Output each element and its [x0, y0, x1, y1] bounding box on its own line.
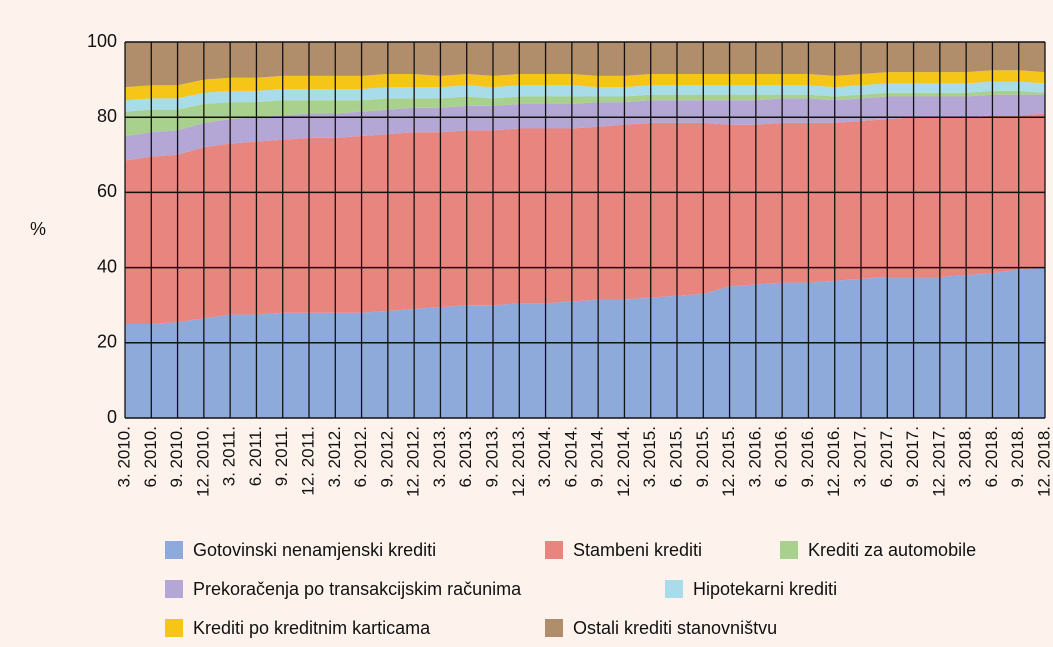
- area: [125, 113, 1045, 324]
- x-tick-label: 6. 2016.: [772, 426, 791, 487]
- y-axis-label: %: [30, 219, 46, 239]
- x-tick-label: 9. 2018.: [1008, 426, 1027, 487]
- legend-label: Prekoračenja po transakcijskim računima: [193, 579, 522, 599]
- x-tick-label: 3. 2018.: [956, 426, 975, 487]
- legend-label: Krediti po kreditnim karticama: [193, 618, 431, 638]
- x-tick-label: 6. 2014.: [561, 426, 580, 487]
- legend-label: Stambeni krediti: [573, 540, 702, 560]
- x-tick-label: 9. 2015.: [693, 426, 712, 487]
- y-tick-label: 80: [97, 106, 117, 126]
- x-tick-label: 9. 2017.: [903, 426, 922, 487]
- x-tick-label: 9. 2016.: [798, 426, 817, 487]
- x-tick-label: 3. 2015.: [640, 426, 659, 487]
- area: [125, 90, 1045, 136]
- legend-label: Krediti za automobile: [808, 540, 976, 560]
- x-tick-label: 6. 2013.: [456, 426, 475, 487]
- x-tick-label: 3. 2010.: [114, 426, 133, 487]
- legend-swatch: [545, 541, 563, 559]
- x-tick-label: 9. 2011.: [272, 426, 291, 486]
- legend-swatch: [165, 541, 183, 559]
- y-tick-label: 100: [87, 31, 117, 51]
- x-tick-label: 3. 2014.: [535, 426, 554, 487]
- area: [125, 42, 1045, 88]
- x-tick-label: 3. 2012.: [325, 426, 344, 487]
- x-tick-label: 12. 2013.: [509, 426, 528, 497]
- x-tick-label: 6. 2015.: [666, 426, 685, 487]
- x-tick-label: 12. 2014.: [614, 426, 633, 497]
- legend-label: Ostali krediti stanovništvu: [573, 618, 777, 638]
- x-tick-label: 6. 2012.: [351, 426, 370, 487]
- legend-swatch: [165, 580, 183, 598]
- x-tick-label: 6. 2010.: [141, 426, 160, 487]
- legend-swatch: [545, 619, 563, 637]
- x-tick-label: 12. 2010.: [193, 426, 212, 497]
- x-tick-label: 9. 2010.: [167, 426, 186, 487]
- x-tick-label: 3. 2011.: [220, 426, 239, 486]
- x-tick-label: 3. 2017.: [850, 426, 869, 487]
- y-tick-label: 0: [107, 407, 117, 427]
- legend-swatch: [165, 619, 183, 637]
- y-tick-label: 60: [97, 181, 117, 201]
- y-tick-label: 20: [97, 332, 117, 352]
- x-tick-label: 12. 2012.: [404, 426, 423, 497]
- x-tick-label: 6. 2017.: [877, 426, 896, 487]
- x-tick-label: 9. 2013.: [482, 426, 501, 487]
- legend-swatch: [665, 580, 683, 598]
- x-tick-label: 6. 2018.: [982, 426, 1001, 487]
- x-tick-label: 6. 2011.: [246, 426, 265, 486]
- x-tick-label: 12. 2015.: [719, 426, 738, 497]
- x-tick-label: 9. 2014.: [588, 426, 607, 487]
- area: [125, 70, 1045, 101]
- x-tick-label: 12. 2016.: [824, 426, 843, 497]
- x-tick-label: 3. 2013.: [430, 426, 449, 487]
- x-tick-label: 12. 2017.: [929, 426, 948, 497]
- x-tick-label: 3. 2016.: [745, 426, 764, 487]
- legend-label: Gotovinski nenamjenski krediti: [193, 540, 436, 560]
- x-tick-label: 12. 2018.: [1034, 426, 1053, 497]
- legend-label: Hipotekarni krediti: [693, 579, 837, 599]
- legend-swatch: [780, 541, 798, 559]
- x-tick-label: 9. 2012.: [377, 426, 396, 487]
- area: [125, 94, 1045, 161]
- x-tick-label: 12. 2011.: [298, 426, 317, 496]
- y-tick-label: 40: [97, 256, 117, 276]
